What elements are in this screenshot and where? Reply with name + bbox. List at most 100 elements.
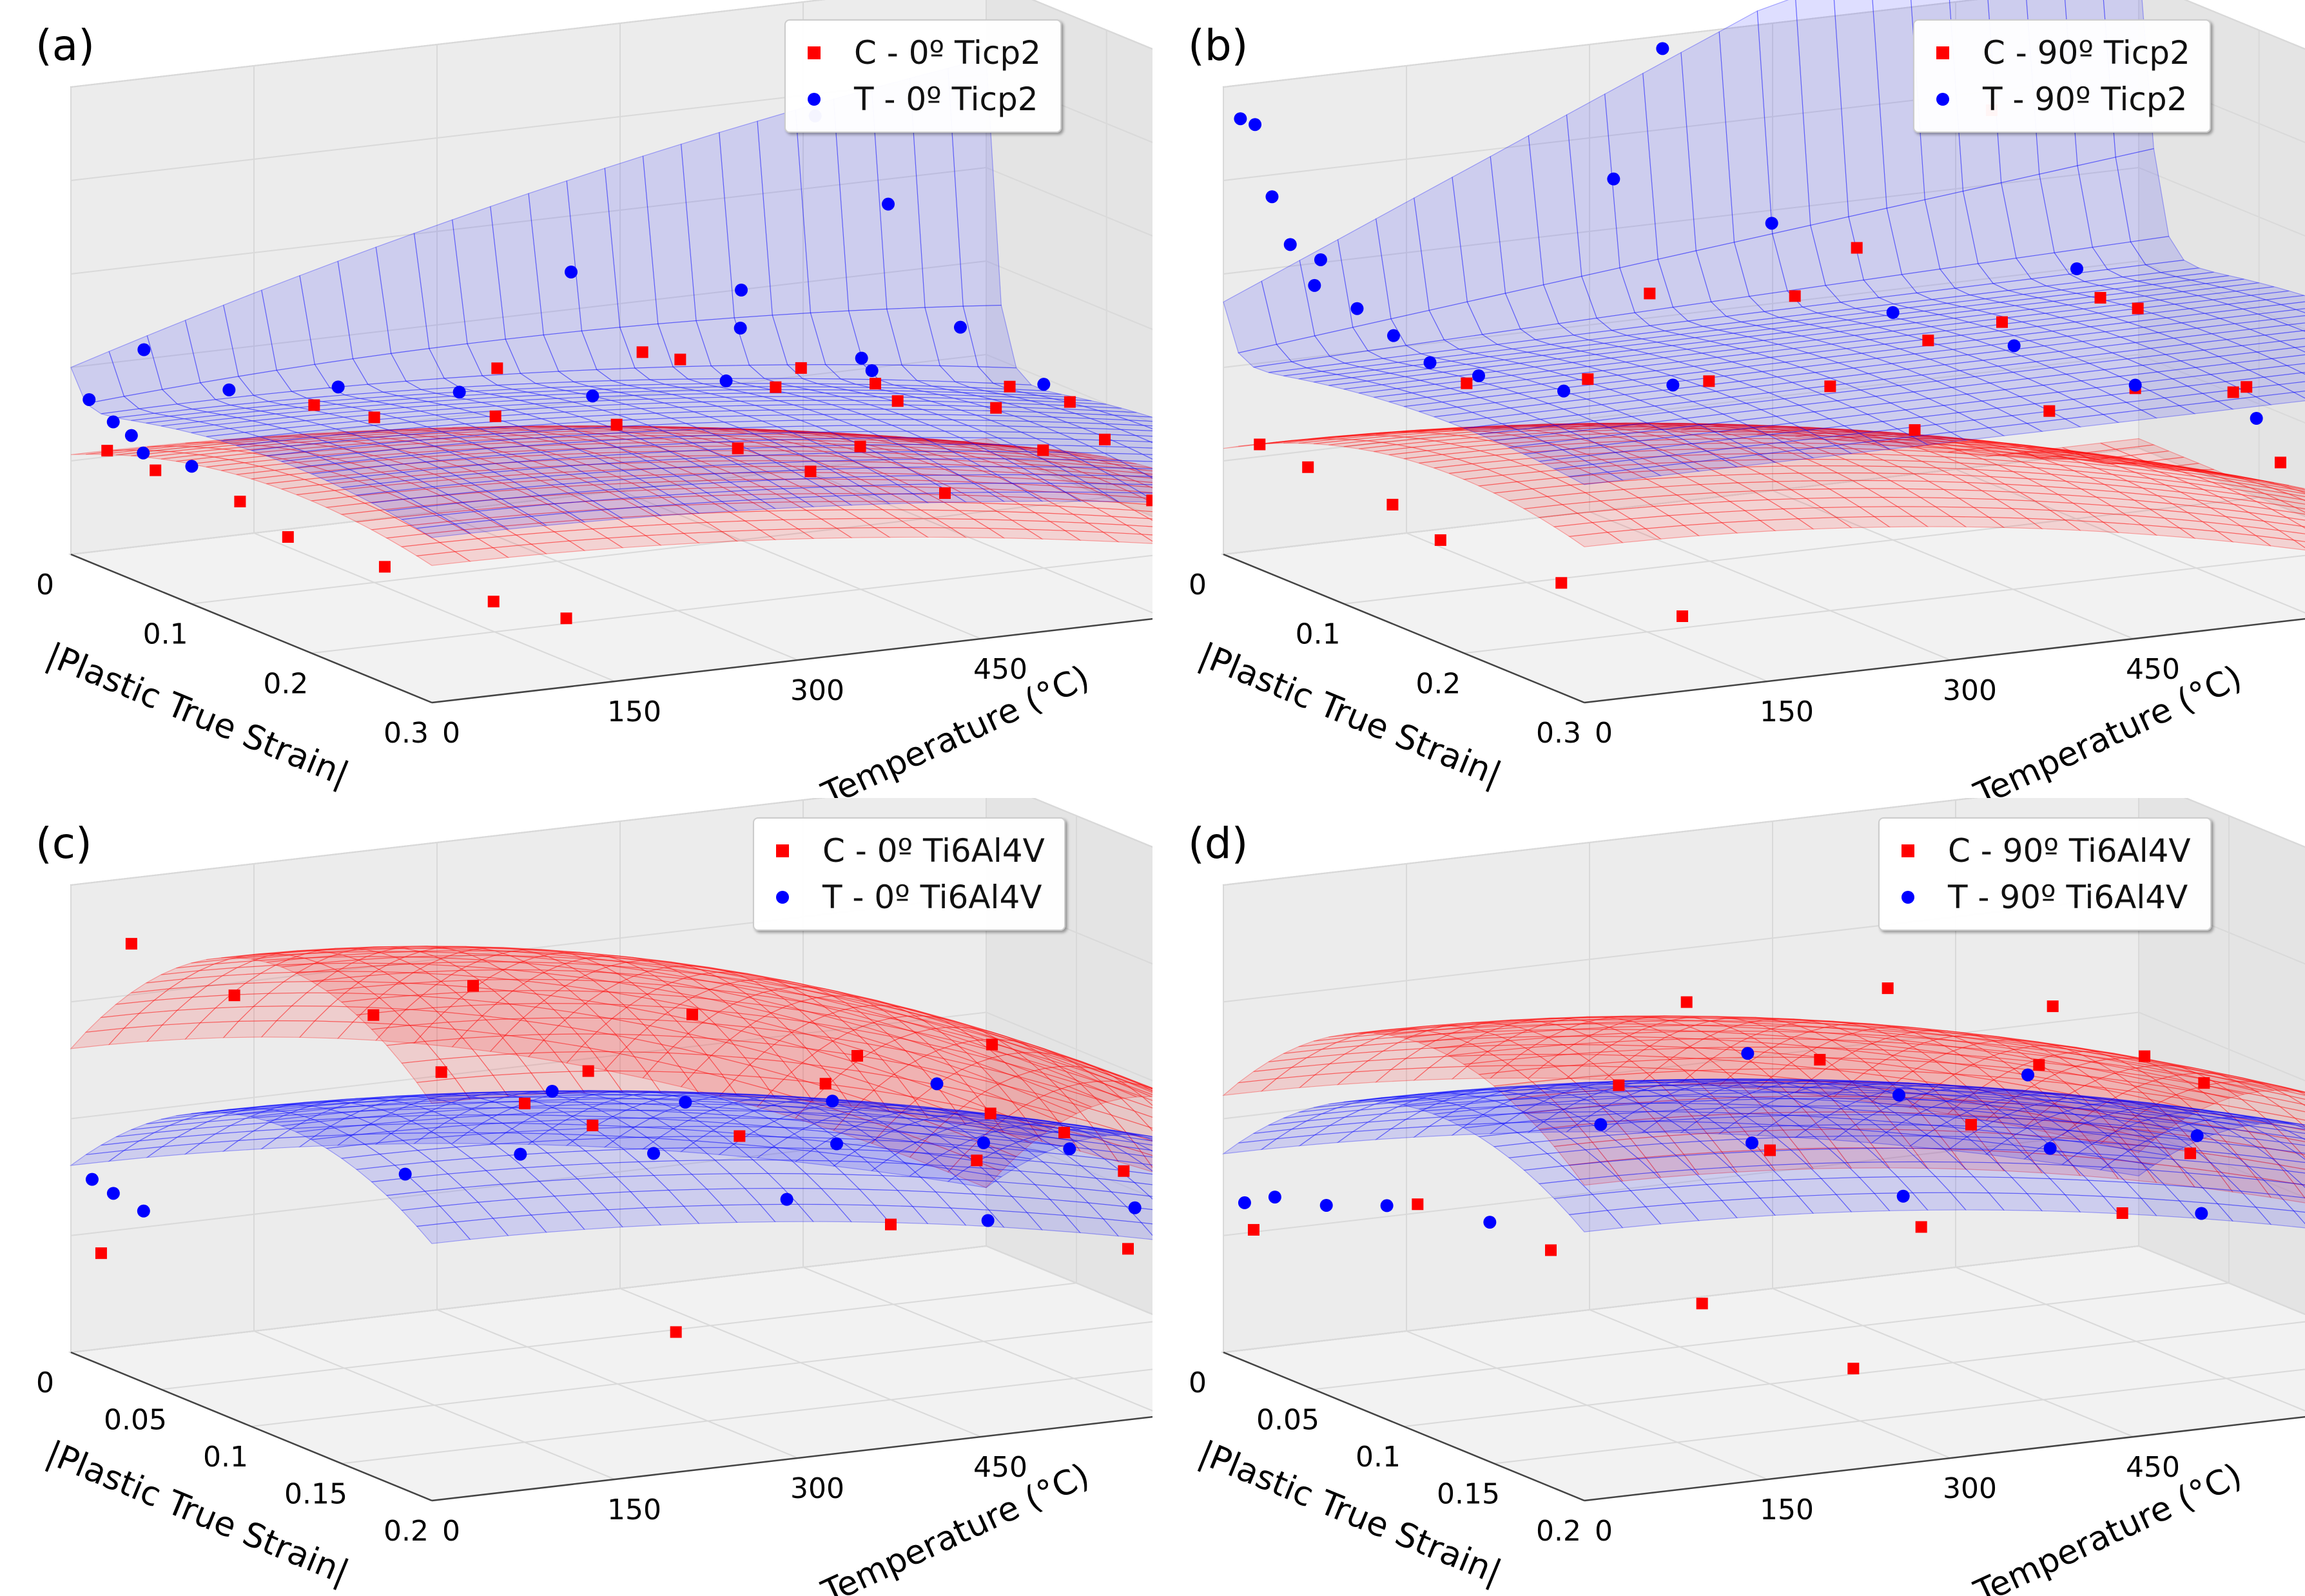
surface-cell — [2187, 512, 2241, 527]
surface-cell — [267, 420, 321, 429]
surface-cell — [1840, 431, 1894, 436]
surface-cell — [2075, 1047, 2129, 1057]
surface-cell — [423, 529, 480, 543]
surface-cell — [2007, 1039, 2061, 1046]
surface-cell — [443, 1114, 498, 1124]
surface-cell — [558, 1012, 613, 1033]
surface-cell — [1580, 346, 1634, 355]
surface-cell — [1732, 356, 1785, 367]
surface-cell — [1457, 402, 1511, 413]
surface-cell — [364, 1140, 420, 1155]
surface-cell — [1909, 1134, 1965, 1151]
surface-cell — [2050, 474, 2105, 485]
surface-cell — [2226, 1128, 2281, 1143]
surface-cell — [1546, 438, 1602, 451]
surface-cell — [739, 426, 793, 434]
surface-cell — [1501, 1056, 1557, 1071]
surface-cell — [1726, 311, 1780, 323]
data-point-circle — [830, 1137, 843, 1151]
surface-cell — [541, 966, 598, 978]
surface-cell — [2098, 454, 2152, 464]
surface-cell — [473, 1091, 527, 1093]
surface-cell — [1535, 1096, 1589, 1105]
surface-cell — [596, 965, 649, 977]
surface-cell — [1630, 1058, 1686, 1074]
surface-cell — [677, 971, 732, 985]
surface-cell — [1987, 516, 2044, 529]
surface-cell — [839, 1101, 893, 1107]
surface-cell — [2221, 282, 2275, 292]
surface-cell — [1014, 1071, 1070, 1092]
surface-cell — [1790, 1095, 1845, 1113]
data-point-circle — [2250, 412, 2263, 425]
surface-cell — [2125, 397, 2181, 411]
surface-cell — [571, 1098, 625, 1105]
surface-cell — [2065, 1129, 2121, 1145]
surface-cell — [1664, 1030, 1718, 1040]
surface-cell — [1522, 449, 1579, 462]
surface-cell — [1801, 428, 1855, 433]
surface-cell — [1607, 1132, 1663, 1147]
data-point-square — [1909, 424, 1921, 436]
surface-cell — [2175, 271, 2230, 281]
surface-cell — [1566, 93, 1620, 277]
surface-cell — [2148, 1169, 2204, 1189]
surface-cell — [987, 528, 1044, 540]
surface-cell — [1444, 1106, 1498, 1118]
surface-cell — [1451, 1122, 1507, 1136]
surface-cell — [1988, 1192, 2043, 1212]
surface-cell — [1891, 449, 1945, 458]
surface-cell — [870, 1005, 923, 1017]
surface-cell — [2241, 1099, 2295, 1119]
surface-cell — [847, 389, 901, 394]
surface-cell — [1459, 1036, 1513, 1047]
surface-cell — [1792, 1098, 1846, 1107]
surface-cell — [1366, 345, 1423, 359]
surface-cell — [1142, 1163, 1152, 1172]
surface-cell — [1464, 387, 1519, 398]
surface-cell — [763, 1096, 817, 1100]
surface-cell — [1458, 432, 1512, 438]
surface-cell — [982, 1124, 1036, 1136]
fitted-surfaces — [70, 58, 1152, 566]
surface-cell — [592, 1127, 648, 1139]
surface-cell — [1059, 474, 1113, 485]
surface-cell — [1527, 347, 1581, 356]
surface-cell — [741, 1109, 795, 1120]
surface-cell — [1771, 1114, 1827, 1127]
data-point-square — [1851, 242, 1863, 254]
surface-cell — [320, 971, 376, 982]
surface-cell — [580, 430, 634, 434]
surface-cell — [946, 448, 1000, 456]
surface-cell — [1945, 439, 1999, 447]
surface-cell — [1444, 425, 1498, 429]
surface-cell — [1795, 434, 1849, 440]
surface-cell — [367, 951, 420, 957]
surface-cell — [1238, 344, 1292, 368]
surface-cell — [1087, 522, 1142, 535]
surface-cell — [1565, 342, 1619, 352]
surface-cell — [603, 387, 657, 393]
surface-cell — [327, 467, 381, 476]
surface-cell — [937, 480, 991, 490]
surface-cell — [549, 405, 603, 413]
surface-cell — [1876, 1029, 1931, 1039]
surface-cell — [2075, 1095, 2129, 1102]
y-tick-label: 150 — [607, 696, 661, 728]
surface-cell — [1776, 1031, 1831, 1040]
surface-cell — [838, 456, 892, 463]
surface-cell — [1862, 1027, 1916, 1035]
surface-cell — [336, 436, 391, 442]
surface-cell — [1652, 503, 1708, 516]
surface-cell — [2103, 365, 2159, 377]
surface-cell — [1649, 1095, 1704, 1104]
surface-cell — [1900, 1114, 1957, 1127]
surface-cell — [576, 1033, 632, 1053]
surface-cell — [1074, 481, 1128, 491]
surface-cell — [557, 1091, 611, 1095]
surface-cell — [807, 1119, 861, 1131]
surface-cell — [2015, 1125, 2071, 1140]
surface-cell — [1999, 442, 2054, 449]
surface-cell — [1329, 432, 1383, 438]
surface-cell — [199, 417, 253, 425]
